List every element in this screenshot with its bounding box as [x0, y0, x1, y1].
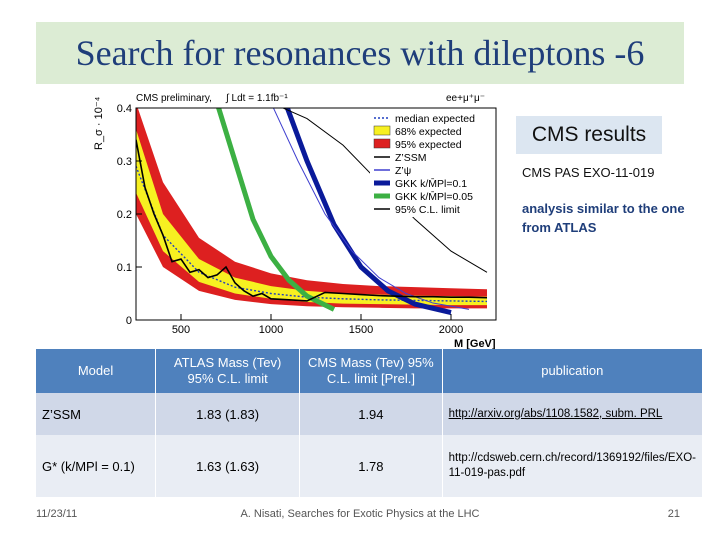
line-gkk-01: [284, 108, 452, 316]
line-zpsi: [272, 108, 470, 310]
x-tick-label: 1000: [259, 324, 283, 336]
limit-plot-svg: 500 1000 1500 2000 0 0.1 0.2 0.3 0.4 median expec…: [93, 93, 497, 350]
limit-plot: 500 1000 1500 2000 0 0.1 0.2 0.3 0.4 median expec…: [84, 88, 504, 350]
row-publication: http://arxiv.org/abs/1108.1582, subm. PR…: [441, 393, 702, 435]
legend-label: GKK k/M̄Pl=0.05: [395, 190, 473, 203]
row-atlas: 1.83 (1.83): [155, 393, 300, 435]
table-row: Z’SSM 1.83 (1.83) 1.94 http://arxiv.org/…: [36, 393, 702, 435]
legend-label: Z’ψ: [395, 165, 411, 177]
chart-header-left: CMS preliminary,: [136, 93, 212, 104]
y-tick-label: 0.2: [117, 209, 132, 221]
row-cms: 1.94: [299, 393, 443, 435]
legend-label: 95% expected: [395, 139, 462, 151]
row-publication: http://cdsweb.cern.ch/record/1369192/fil…: [441, 435, 702, 497]
x-axis-label: M [GeV]: [454, 338, 496, 350]
cms-pas-reference: CMS PAS EXO-11-019: [522, 165, 655, 180]
results-table: Model ATLAS Mass (Tev) 95% C.L. limit CM…: [36, 349, 702, 497]
legend-swatch: [373, 138, 391, 149]
row-model: G* (k/MPl = 0.1): [36, 435, 156, 497]
legend-background: [370, 109, 492, 217]
legend-label: median expected: [395, 113, 475, 125]
table-header-row: Model ATLAS Mass (Tev) 95% C.L. limit CM…: [36, 349, 702, 393]
header-model: Model: [36, 349, 156, 393]
header-publication: publication: [441, 349, 702, 393]
chart-header-channel: ee+μ⁺μ⁻: [446, 93, 485, 104]
legend-label: GKK k/M̄Pl=0.1: [395, 177, 467, 190]
footer-date: 11/23/11: [36, 508, 78, 520]
x-tick-label: 500: [172, 324, 190, 336]
band-95-expected: [136, 108, 487, 309]
y-axis-label: R_σ · 10⁻⁴: [93, 96, 105, 150]
table-row: G* (k/MPl = 0.1) 1.63 (1.63) 1.78 http:/…: [36, 435, 702, 497]
legend-label: 68% expected: [395, 126, 462, 138]
analysis-note: analysis similar to the one from ATLAS: [522, 201, 685, 235]
title-banner: Search for resonances with dileptons -6: [36, 22, 684, 84]
footer-author: A. Nisati, Searches for Exotic Physics a…: [240, 508, 480, 520]
row-model: Z’SSM: [36, 393, 156, 435]
x-tick-label: 1500: [349, 324, 373, 336]
y-tick-label: 0.1: [117, 262, 132, 274]
line-95cl-limit: [136, 139, 488, 302]
row-atlas: 1.63 (1.63): [155, 435, 300, 497]
y-tick-label: 0.4: [117, 103, 132, 115]
line-gkk-005: [216, 108, 336, 312]
y-tick-label: 0: [126, 315, 132, 327]
plot-area: [136, 108, 488, 316]
row-cms: 1.78: [299, 435, 443, 497]
header-atlas: ATLAS Mass (Tev) 95% C.L. limit: [155, 349, 300, 393]
cms-results-label: CMS results: [516, 116, 662, 154]
header-cms: CMS Mass (Tev) 95% C.L. limit [Prel.]: [299, 349, 443, 393]
x-tick-label: 2000: [439, 324, 463, 336]
legend-swatch: [373, 125, 391, 136]
legend-label: 95% C.L. limit: [395, 204, 460, 216]
y-tick-label: 0.3: [117, 156, 132, 168]
slide-title: Search for resonances with dileptons -6: [75, 33, 645, 73]
publication-link[interactable]: http://arxiv.org/abs/1108.1582, subm. PR…: [448, 407, 663, 420]
page-number: 21: [667, 508, 680, 520]
legend-label: Z’SSM: [395, 152, 427, 164]
chart-header-lumi: ∫ Ldt = 1.1fb⁻¹: [225, 93, 288, 104]
